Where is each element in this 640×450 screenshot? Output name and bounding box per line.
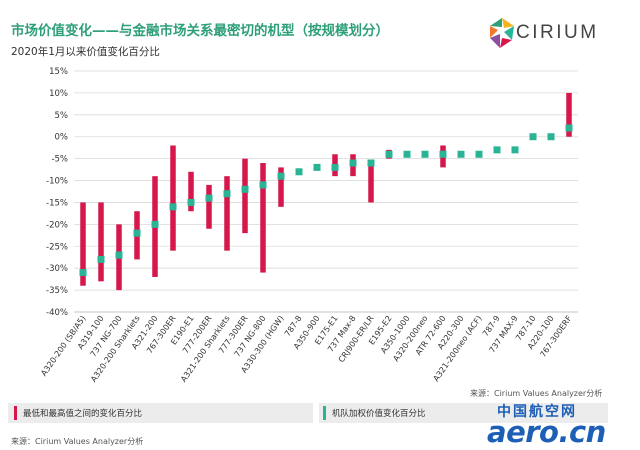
watermark-en: aero.cn bbox=[487, 415, 606, 449]
weighted-marker bbox=[493, 146, 501, 154]
weighted-marker bbox=[97, 255, 105, 263]
weighted-marker bbox=[241, 185, 249, 193]
legend-label-weighted: 机队加权价值变化百分比 bbox=[332, 409, 426, 419]
weighted-marker bbox=[133, 229, 141, 237]
y-tick-label: -20% bbox=[46, 220, 68, 230]
weighted-marker bbox=[151, 220, 159, 228]
chart-subtitle: 2020年1月以来价值变化百分比 bbox=[11, 46, 160, 58]
y-tick-label: -5% bbox=[51, 155, 68, 165]
weighted-marker bbox=[367, 159, 375, 167]
source-note-left: 来源：Cirium Values Analyzer分析 bbox=[11, 437, 144, 446]
weighted-marker bbox=[511, 146, 519, 154]
range-bar bbox=[224, 176, 230, 251]
weighted-marker bbox=[331, 163, 339, 171]
y-tick-label: -25% bbox=[46, 242, 68, 252]
source-note-right: 来源：Cirium Values Analyzer分析 bbox=[470, 389, 603, 398]
y-tick-label: 10% bbox=[49, 89, 68, 99]
weighted-marker bbox=[277, 172, 285, 180]
legend-swatch-weighted bbox=[323, 406, 326, 420]
weighted-marker bbox=[565, 124, 573, 132]
weighted-marker bbox=[439, 150, 447, 158]
cirium-logo-icon bbox=[490, 18, 514, 48]
weighted-marker bbox=[169, 203, 177, 211]
range-bar bbox=[368, 163, 374, 203]
y-tick-label: -40% bbox=[46, 308, 68, 318]
range-bar bbox=[566, 92, 572, 137]
legend-label-range: 最低和最高值之间的变化百分比 bbox=[23, 409, 143, 419]
weighted-marker bbox=[187, 198, 195, 206]
y-tick-label: -10% bbox=[46, 177, 68, 187]
legend-swatch-range bbox=[14, 406, 17, 420]
weighted-marker bbox=[475, 150, 483, 158]
weighted-marker bbox=[547, 133, 555, 141]
legend-item-weighted: 机队加权价值变化百分比 bbox=[323, 405, 426, 421]
weighted-marker bbox=[349, 159, 357, 167]
y-tick-label: -35% bbox=[46, 286, 68, 296]
weighted-marker bbox=[115, 251, 123, 259]
chart-title: 市场价值变化——与金融市场关系最密切的机型（按规模划分） bbox=[11, 23, 389, 39]
logo-wordmark: CIRIUM bbox=[516, 22, 599, 43]
y-tick-label: -30% bbox=[46, 264, 68, 274]
weighted-marker bbox=[385, 150, 393, 158]
range-bar bbox=[242, 158, 248, 234]
y-tick-label: 0% bbox=[55, 133, 69, 143]
watermark-cn: 中国航空网 bbox=[497, 404, 577, 420]
range-bar bbox=[188, 171, 194, 212]
weighted-marker bbox=[313, 163, 321, 171]
range-bar bbox=[98, 202, 104, 282]
weighted-marker bbox=[223, 190, 231, 198]
legend-item-range: 最低和最高值之间的变化百分比 bbox=[14, 405, 142, 421]
y-tick-label: 5% bbox=[55, 111, 69, 121]
range-bar bbox=[278, 167, 284, 207]
range-bar bbox=[260, 163, 266, 273]
legend-divider bbox=[313, 403, 319, 423]
weighted-marker bbox=[295, 168, 303, 176]
weighted-marker bbox=[421, 150, 429, 158]
y-tick-label: -15% bbox=[46, 198, 68, 208]
y-tick-label: 15% bbox=[49, 67, 68, 77]
legend: 最低和最高值之间的变化百分比 机队加权价值变化百分比 bbox=[8, 403, 608, 423]
weighted-marker bbox=[205, 194, 213, 202]
range-bar bbox=[170, 145, 176, 251]
weighted-marker bbox=[529, 133, 537, 141]
weighted-marker bbox=[79, 269, 87, 277]
weighted-marker bbox=[259, 181, 267, 189]
range-bar bbox=[80, 202, 86, 286]
weighted-marker bbox=[457, 150, 465, 158]
range-bar bbox=[206, 184, 212, 229]
weighted-marker bbox=[403, 150, 411, 158]
